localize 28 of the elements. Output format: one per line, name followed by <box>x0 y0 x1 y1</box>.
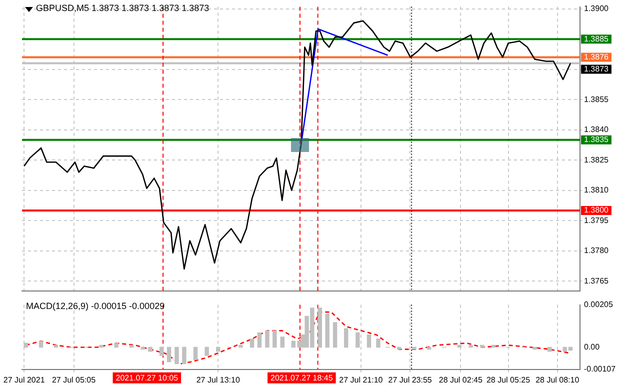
x-tick-label: 27 Jul 05:05 <box>52 375 96 384</box>
y-tick-label: 1.3810 <box>584 186 610 195</box>
ref-line-label: 1.3885 <box>584 34 610 44</box>
x-tick-label: 28 Jul 02:45 <box>438 375 484 384</box>
x-tick-label: 28 Jul 08:10 <box>536 375 580 384</box>
y-tick-label: 1.3825 <box>584 155 610 164</box>
y-tick-label: 1.3840 <box>584 125 610 134</box>
x-tick-label: 27 Jul 23:55 <box>388 375 432 384</box>
chart-title: GBPUSD,M5 1.3873 1.3873 1.3873 1.3873 <box>36 3 210 13</box>
ref-line-label: 1.3800 <box>584 206 610 215</box>
y-tick-label: 1.3765 <box>584 276 610 286</box>
ref-line-label: 1.3835 <box>584 135 610 144</box>
x-tick-label: 27 Jul 21:10 <box>339 375 384 384</box>
y-tick-label: 1.3855 <box>584 94 610 104</box>
y-tick-label: -0.00107 <box>584 364 616 374</box>
ref-line-label: 1.3876 <box>584 52 610 62</box>
y-tick-label: 0.00 <box>584 342 600 352</box>
y-tick-label: 0.00205 <box>584 300 614 310</box>
chart-title: MACD(12,26,9) -0.00015 -0.00029 <box>26 301 165 311</box>
y-tick-label: 1.3795 <box>584 216 610 225</box>
x-tick-label: 28 Jul 05:25 <box>486 375 531 384</box>
y-tick-label: 1.3900 <box>584 4 610 14</box>
x-tick-label: 27 Jul 2021 <box>3 375 46 384</box>
ref-line-label: 2021.07.27 10:05 <box>116 374 179 383</box>
y-tick-label: 1.3780 <box>584 246 610 256</box>
ref-line-label: 1.3873 <box>584 64 610 74</box>
x-tick-label: 27 Jul 13:10 <box>196 375 240 384</box>
ref-line-label: 2021.07.27 18:45 <box>270 374 334 383</box>
